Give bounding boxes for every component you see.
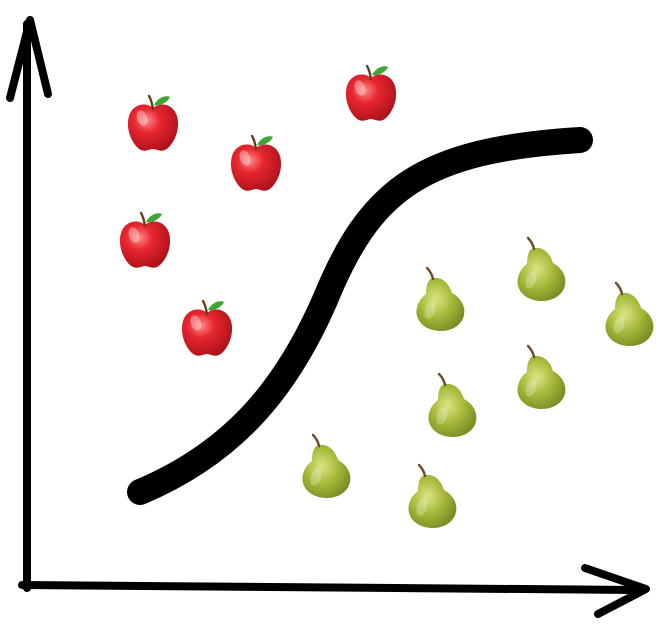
apple-icon — [344, 64, 398, 122]
x-axis — [18, 581, 644, 594]
pear-icon — [516, 236, 567, 303]
pear-icon — [427, 372, 478, 439]
pear-icon — [415, 266, 466, 333]
apple-icon — [118, 211, 172, 269]
pear-icon — [516, 344, 567, 411]
apple-icon — [180, 299, 234, 357]
pear-group — [301, 236, 655, 530]
decision-boundary — [127, 127, 593, 505]
apple-icon — [229, 134, 283, 192]
pear-icon — [301, 433, 352, 500]
y-axis-arrowhead-icon — [6, 16, 52, 102]
apple-icon — [126, 94, 180, 152]
apple-group — [118, 64, 398, 357]
pear-icon — [604, 281, 655, 348]
pear-icon — [407, 463, 458, 530]
axes — [6, 16, 650, 618]
x-axis-arrowhead-icon — [581, 564, 650, 618]
